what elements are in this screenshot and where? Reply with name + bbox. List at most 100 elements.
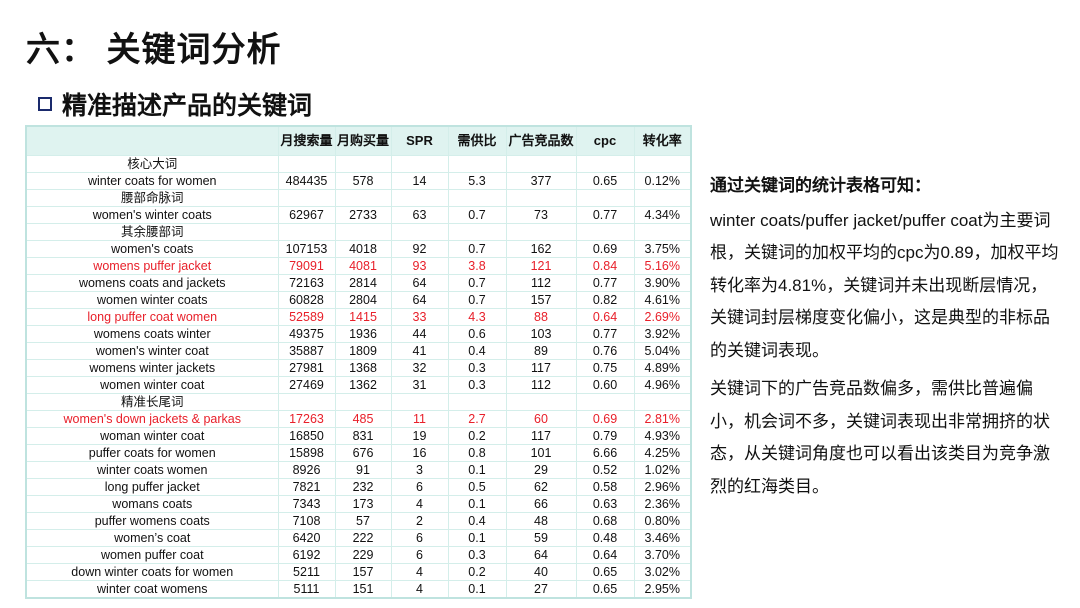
value-cell: 0.82 — [575, 291, 635, 309]
value-cell: 6192 — [277, 546, 336, 564]
value-cell: 0.2 — [447, 427, 507, 445]
keyword-cell: puffer womens coats — [25, 512, 279, 530]
value-cell: 2 — [390, 512, 449, 530]
keyword-cell: womens coats and jackets — [25, 274, 279, 292]
value-cell: 1936 — [334, 325, 392, 343]
value-cell: 29 — [505, 461, 577, 479]
value-cell: 1.02% — [633, 461, 692, 479]
column-header: 月购买量 — [334, 125, 392, 156]
value-cell: 121 — [505, 257, 577, 275]
value-cell: 1362 — [334, 376, 392, 394]
table-row: women's coats 107153 4018 92 0.7 162 0.69 3.75% — [25, 240, 692, 258]
value-cell: 173 — [334, 495, 392, 513]
value-cell: 0.7 — [447, 206, 507, 224]
value-cell: 101 — [505, 444, 577, 462]
value-cell: 0.65 — [575, 580, 635, 599]
value-cell: 52589 — [277, 308, 336, 326]
keyword-cell: women's winter coat — [25, 342, 279, 360]
table-row: women puffer coat 6192 229 6 0.3 64 0.64 3.70% — [25, 546, 692, 564]
empty-cell — [447, 155, 507, 173]
empty-cell — [390, 393, 449, 411]
empty-cell — [633, 155, 692, 173]
keyword-table: 月搜索量 月购买量 SPR 需供比 广告竞品数 cpc 转化率 核心大词 winter coa… — [25, 125, 692, 599]
value-cell: 2.36% — [633, 495, 692, 513]
section-row: 核心大词 — [25, 155, 692, 173]
value-cell: 4.96% — [633, 376, 692, 394]
table-row: women's winter coats 62967 2733 63 0.7 73 0.77… — [25, 206, 692, 224]
value-cell: 0.4 — [447, 342, 507, 360]
value-cell: 0.60 — [575, 376, 635, 394]
empty-cell — [575, 155, 635, 173]
value-cell: 117 — [505, 427, 577, 445]
value-cell: 485 — [334, 410, 392, 428]
table-row: puffer womens coats 7108 57 2 0.4 48 0.68 0.80% — [25, 512, 692, 530]
value-cell: 0.8 — [447, 444, 507, 462]
empty-cell — [277, 393, 336, 411]
value-cell: 64 — [390, 291, 449, 309]
column-header: 广告竞品数 — [505, 125, 577, 156]
subtitle-text: 精准描述产品的关键词 — [62, 92, 313, 120]
value-cell: 89 — [505, 342, 577, 360]
value-cell: 40 — [505, 563, 577, 581]
value-cell: 57 — [334, 512, 392, 530]
value-cell: 2804 — [334, 291, 392, 309]
value-cell: 62967 — [277, 206, 336, 224]
value-cell: 222 — [334, 529, 392, 547]
value-cell: 27 — [505, 580, 577, 599]
value-cell: 5111 — [277, 580, 336, 599]
value-cell: 48 — [505, 512, 577, 530]
value-cell: 4081 — [334, 257, 392, 275]
value-cell: 16 — [390, 444, 449, 462]
value-cell: 1809 — [334, 342, 392, 360]
value-cell: 4.3 — [447, 308, 507, 326]
value-cell: 0.3 — [447, 376, 507, 394]
empty-cell — [334, 393, 392, 411]
value-cell: 2.95% — [633, 580, 692, 599]
analysis-paragraph: 关键词下的广告竞品数偏多，需供比普遍偏小，机会词不多，关键词表现出非常拥挤的状态… — [710, 379, 1050, 496]
value-cell: 5211 — [277, 563, 336, 581]
table-row: women winter coats 60828 2804 64 0.7 157 0.82 4… — [25, 291, 692, 309]
value-cell: 0.48 — [575, 529, 635, 547]
section-row: 腰部命脉词 — [25, 189, 692, 207]
value-cell: 44 — [390, 325, 449, 343]
keyword-cell: down winter coats for women — [25, 563, 279, 581]
table-row: winter coats women 8926 91 3 0.1 29 0.52 1.02% — [25, 461, 692, 479]
table-row: women's down jackets & parkas 17263 485 11 2… — [25, 410, 692, 428]
value-cell: 73 — [505, 206, 577, 224]
value-cell: 27469 — [277, 376, 336, 394]
empty-cell — [633, 189, 692, 207]
value-cell: 0.65 — [575, 563, 635, 581]
value-cell: 229 — [334, 546, 392, 564]
column-header: cpc — [575, 125, 635, 156]
value-cell: 49375 — [277, 325, 336, 343]
table-row: women’s coat 6420 222 6 0.1 59 0.48 3.46% — [25, 529, 692, 547]
value-cell: 0.7 — [447, 291, 507, 309]
value-cell: 4 — [390, 495, 449, 513]
value-cell: 117 — [505, 359, 577, 377]
keyword-cell: women winter coat — [25, 376, 279, 394]
value-cell: 11 — [390, 410, 449, 428]
value-cell: 0.1 — [447, 580, 507, 599]
value-cell: 0.5 — [447, 478, 507, 496]
value-cell: 2.7 — [447, 410, 507, 428]
value-cell: 63 — [390, 206, 449, 224]
analysis-paragraph: winter coats/puffer jacket/puffer coat为主… — [710, 210, 1059, 360]
analysis-panel: 通过关键词的统计表格可知： winter coats/puffer jacket… — [710, 170, 1060, 509]
value-cell: 66 — [505, 495, 577, 513]
value-cell: 2.81% — [633, 410, 692, 428]
value-cell: 0.2 — [447, 563, 507, 581]
table-row: winter coats for women 484435 578 14 5.3 377 0… — [25, 172, 692, 190]
value-cell: 5.16% — [633, 257, 692, 275]
value-cell: 3.02% — [633, 563, 692, 581]
value-cell: 31 — [390, 376, 449, 394]
table-header-row: 月搜索量 月购买量 SPR 需供比 广告竞品数 cpc 转化率 — [25, 125, 692, 156]
table-row: puffer coats for women 15898 676 16 0.8 101 6.… — [25, 444, 692, 462]
value-cell: 4.34% — [633, 206, 692, 224]
keyword-cell: women's down jackets & parkas — [25, 410, 279, 428]
value-cell: 33 — [390, 308, 449, 326]
value-cell: 377 — [505, 172, 577, 190]
page-title: 六： 关键词分析 — [26, 31, 282, 69]
empty-cell — [447, 393, 507, 411]
value-cell: 4.61% — [633, 291, 692, 309]
empty-cell — [505, 393, 577, 411]
